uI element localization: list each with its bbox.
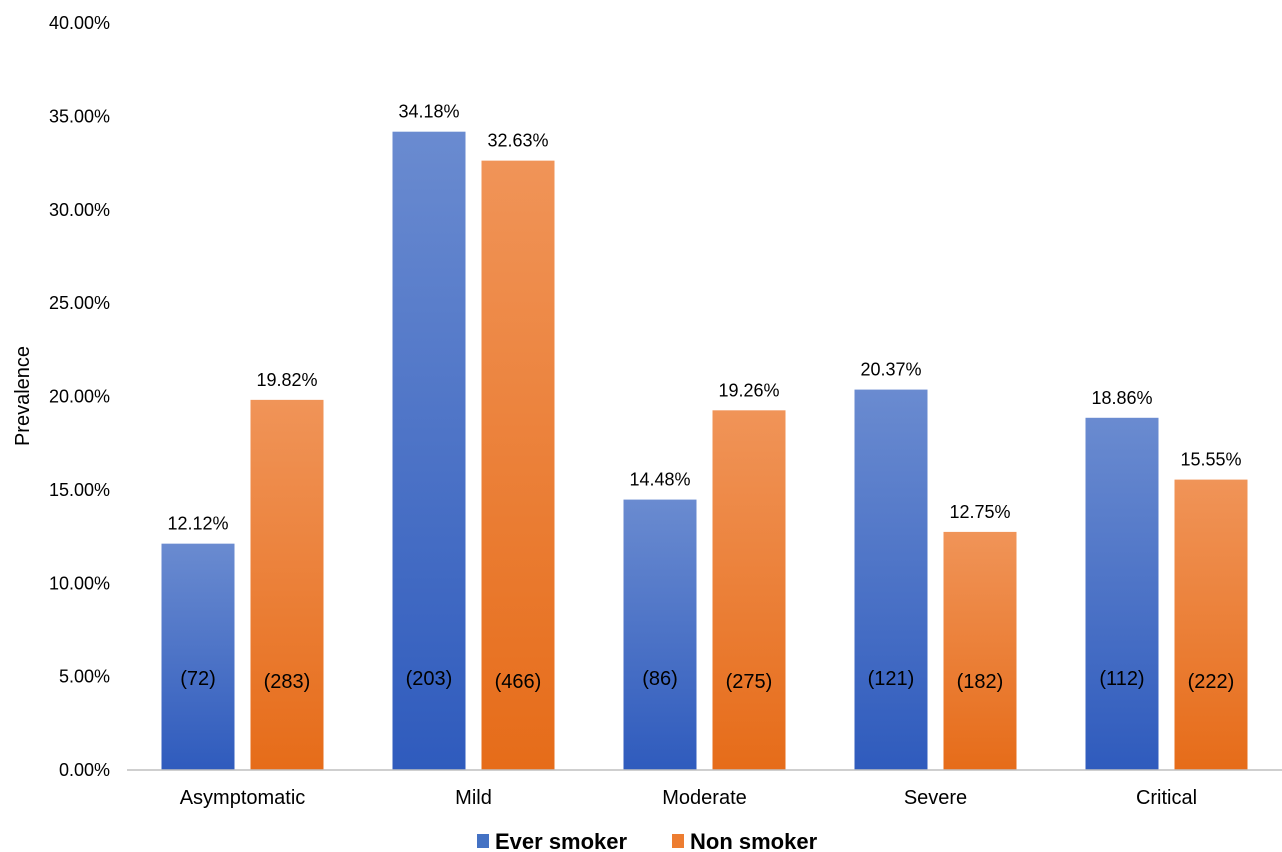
x-tick-label: Severe — [904, 787, 967, 809]
bar-non-smoker — [250, 399, 324, 770]
bar-count-label: (112) — [1099, 668, 1144, 690]
bar-count-label: (203) — [406, 668, 453, 690]
y-tick-label: 35.00% — [49, 106, 110, 126]
bar-value-label: 12.75% — [949, 502, 1010, 522]
bar-value-label: 14.48% — [629, 470, 690, 490]
bar-non-smoker — [1174, 479, 1248, 770]
bar-ever-smoker — [392, 131, 466, 771]
bar-value-label: 19.26% — [718, 380, 779, 400]
y-tick-label: 10.00% — [49, 573, 110, 593]
bar-count-label: (121) — [868, 668, 915, 690]
bar-count-label: (182) — [957, 671, 1004, 693]
bar-value-label: 15.55% — [1180, 450, 1241, 470]
y-axis-ticks: 0.00% 5.00% 10.00% 15.00% 20.00% 25.00% 30.00%… — [49, 13, 110, 780]
legend-swatch-ever-smoker — [477, 834, 489, 848]
legend-swatch-non-smoker — [672, 834, 684, 848]
x-tick-label: Moderate — [662, 787, 747, 809]
bar-ever-smoker — [854, 389, 928, 770]
y-tick-label: 0.00% — [59, 760, 110, 780]
bar-count-label: (466) — [495, 671, 542, 693]
bar-ever-smoker — [623, 499, 697, 770]
bar-count-label: (222) — [1188, 671, 1235, 693]
bar-value-label: 34.18% — [398, 102, 459, 122]
bar-value-label: 12.12% — [167, 514, 228, 534]
bars: 12.12% (72) 19.82% (283) 34.18% (203) 32.63% (4… — [161, 102, 1248, 771]
bar-count-label: (72) — [180, 668, 216, 690]
y-tick-label: 20.00% — [49, 387, 110, 407]
y-tick-label: 15.00% — [49, 480, 110, 500]
bar-count-label: (283) — [264, 671, 311, 693]
legend-label-ever-smoker: Ever smoker — [495, 829, 628, 852]
x-tick-label: Critical — [1136, 787, 1197, 809]
y-tick-label: 25.00% — [49, 293, 110, 313]
bar-non-smoker — [481, 160, 555, 770]
bar-count-label: (86) — [642, 668, 678, 690]
bar-value-label: 32.63% — [487, 131, 548, 151]
bar-non-smoker — [712, 410, 786, 770]
y-tick-label: 5.00% — [59, 667, 110, 687]
y-axis-label: Prevalence — [12, 346, 34, 446]
bar-count-label: (275) — [726, 671, 773, 693]
bar-ever-smoker — [161, 543, 235, 770]
bar-ever-smoker — [1085, 417, 1159, 770]
bar-non-smoker — [943, 531, 1017, 770]
x-axis-labels: Asymptomatic Mild Moderate Severe Critical — [180, 787, 1197, 809]
x-tick-label: Asymptomatic — [180, 787, 306, 809]
bar-value-label: 20.37% — [860, 360, 921, 380]
y-tick-label: 30.00% — [49, 200, 110, 220]
x-tick-label: Mild — [455, 787, 492, 809]
legend-label-non-smoker: Non smoker — [690, 829, 818, 852]
bar-value-label: 18.86% — [1091, 388, 1152, 408]
legend: Ever smoker Non smoker — [477, 829, 818, 852]
y-tick-label: 40.00% — [49, 13, 110, 33]
bar-value-label: 19.82% — [256, 370, 317, 390]
